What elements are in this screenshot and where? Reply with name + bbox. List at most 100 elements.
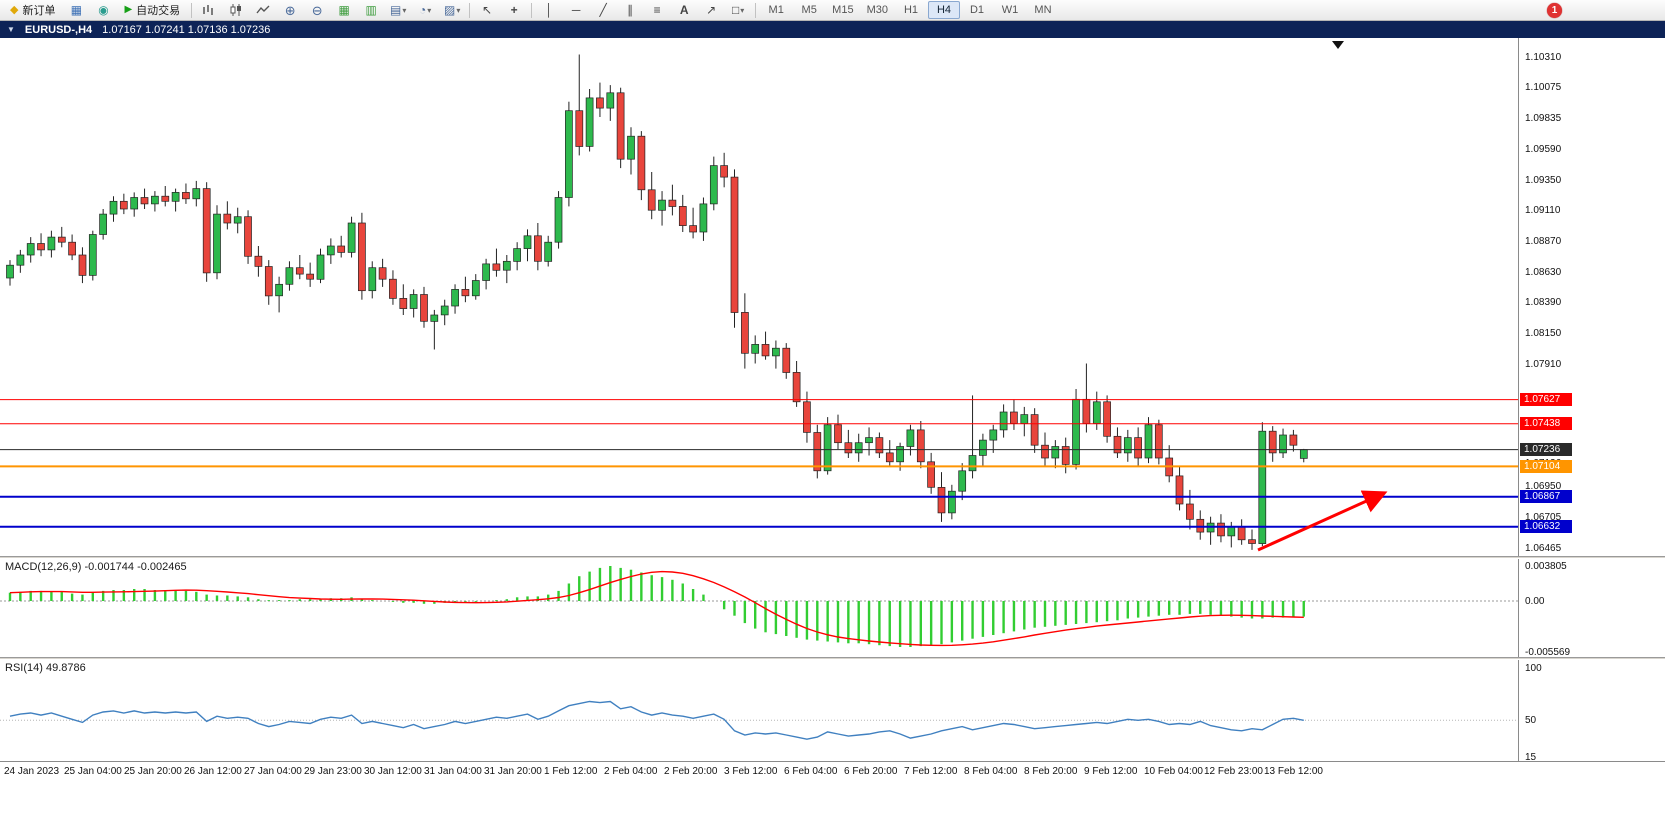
zoom-in-button[interactable]: ⊕	[277, 1, 303, 20]
candle-up	[285, 267, 294, 285]
candle-down	[244, 216, 252, 257]
time-axis-label: 7 Feb 12:00	[904, 766, 958, 777]
arrange-windows-icon: ▥	[365, 3, 377, 17]
candle-up	[88, 234, 97, 276]
price-tick: 1.09835	[1525, 112, 1562, 124]
candle-up	[440, 305, 449, 316]
timeframe-h1-button[interactable]: H1	[903, 4, 919, 16]
candle-up	[1279, 434, 1287, 454]
price-tick: 1.10075	[1525, 82, 1562, 93]
bar-chart-button[interactable]	[196, 1, 222, 20]
time-axis-label: 25 Jan 20:00	[124, 766, 182, 777]
candle-up	[1051, 446, 1060, 459]
text-tool-button[interactable]: A	[671, 1, 697, 20]
time-axis[interactable]: 24 Jan 2023 25 Jan 04:00 25 Jan 20:00 26 Ja…	[0, 761, 1665, 782]
candle-down	[916, 429, 925, 463]
toolbar-separator	[191, 2, 193, 18]
cursor-tool-button[interactable]: ↖	[474, 1, 500, 20]
timeframe-toolbar: M1 M5 M15 M30 H1 H4 D1 W1 MN	[760, 1, 1059, 19]
timeframe-d1-button[interactable]: D1	[969, 4, 985, 16]
candle-up	[906, 429, 915, 447]
timeframe-m15-button[interactable]: M15	[832, 4, 854, 16]
chart-window-button[interactable]: ▦	[63, 1, 89, 20]
dropdown-arrow-icon: ▾	[427, 5, 432, 15]
rsi-axis-label: 100	[1525, 663, 1542, 674]
timeframe-m1-button[interactable]: M1	[768, 4, 784, 16]
new-chart-button[interactable]: ▤ ▾	[385, 1, 411, 20]
time-axis-label: 2 Feb 04:00	[604, 766, 658, 777]
price-tick: 1.08390	[1525, 297, 1562, 309]
new-order-label: 新订单	[22, 5, 56, 17]
time-axis-label: 26 Jan 12:00	[184, 766, 242, 777]
toolbar-separator	[469, 2, 471, 18]
tile-windows-button[interactable]: ▦	[331, 1, 357, 20]
candle-down	[37, 243, 45, 251]
templates-button[interactable]: ▨ ▾	[439, 1, 465, 20]
bar-chart-icon	[203, 5, 213, 15]
macd-indicator-canvas[interactable]	[0, 559, 1518, 657]
timeframe-mn-button[interactable]: MN	[1034, 4, 1052, 16]
crosshair-tool-button[interactable]: +	[501, 1, 527, 20]
trendline-tool-button[interactable]: ╱	[590, 1, 616, 20]
candle-up	[1299, 449, 1308, 459]
rsi-indicator-canvas[interactable]	[0, 660, 1518, 761]
candle-up	[968, 455, 977, 472]
timeframe-m30-button[interactable]: M30	[866, 4, 888, 16]
arrows-tool-button[interactable]: ↗	[698, 1, 724, 20]
candle-down	[1289, 434, 1298, 446]
tile-windows-icon: ▦	[338, 3, 350, 17]
chart-window-icon: ▦	[70, 3, 83, 17]
template-icon: ▨	[443, 3, 456, 17]
vertical-line-tool-button[interactable]: │	[536, 1, 562, 20]
cursor-icon: ↖	[482, 3, 493, 17]
rsi-label: RSI(14) 49.8786	[5, 662, 86, 674]
price-level-label-1.06632: 1.06632	[1520, 520, 1572, 534]
candle-down	[420, 294, 428, 322]
candle-down	[1175, 475, 1184, 505]
new-order-button[interactable]: ◆ 新订单	[3, 1, 62, 20]
panel-splitter[interactable]	[0, 657, 1665, 660]
chart-shift-marker-icon[interactable]	[1332, 41, 1344, 49]
candle-down	[140, 197, 149, 205]
macd-axis-label: -0.005569	[1525, 647, 1571, 659]
arrow-annotation[interactable]	[1257, 490, 1388, 552]
price-tick: 1.06705	[1525, 512, 1562, 524]
timeframe-m5-button[interactable]: M5	[801, 4, 817, 16]
macd-name: MACD(12,26,9)	[5, 561, 82, 573]
community-button[interactable]: ◉	[90, 1, 116, 20]
candle-up	[854, 442, 863, 454]
main-toolbar: ◆ 新订单 ▦ ◉ ▶ 自动交易 ⊕ ⊖ ▦ ▥ ▤ ▾ ◔ ▾ ▨ ▾ ↖ + │ …	[0, 0, 1665, 21]
arrange-windows-button[interactable]: ▥	[358, 1, 384, 20]
candle-down	[637, 135, 646, 191]
line-chart-button[interactable]	[250, 1, 276, 20]
chart-menu-icon[interactable]: ▼	[7, 25, 15, 34]
price-axis[interactable]: 1.076271.074381.072361.071361.071041.068…	[1518, 38, 1665, 763]
candle-down	[119, 200, 128, 210]
panel-splitter[interactable]	[0, 556, 1665, 559]
timeframe-w1-button[interactable]: W1	[1001, 4, 1019, 16]
candlestick-chart-button[interactable]	[223, 1, 249, 20]
horizontal-line-tool-button[interactable]: ─	[563, 1, 589, 20]
fibonacci-tool-button[interactable]: ≡	[644, 1, 670, 20]
candle-up	[326, 245, 335, 256]
macd-signal-line	[9, 570, 1304, 647]
candle-down	[720, 165, 728, 178]
candle-up	[1123, 437, 1132, 454]
periods-button[interactable]: ◔ ▾	[412, 1, 438, 20]
candle-down	[782, 347, 791, 373]
notification-badge[interactable]: 1	[1547, 3, 1562, 18]
zoom-out-icon: ⊖	[311, 2, 323, 18]
candle-up	[213, 213, 221, 274]
candle-down	[68, 241, 76, 256]
time-axis-label: 29 Jan 23:00	[304, 766, 362, 777]
candle-up	[109, 200, 118, 215]
timeframe-h4-button[interactable]: H4	[927, 1, 960, 19]
trendline-icon: ╱	[599, 3, 607, 17]
candle-down	[1010, 411, 1018, 424]
autotrade-button[interactable]: ▶ 自动交易	[117, 1, 187, 20]
price-chart-canvas[interactable]	[0, 38, 1518, 556]
shapes-tool-button[interactable]: □ ▾	[725, 1, 751, 20]
time-axis-label: 2 Feb 20:00	[664, 766, 718, 777]
channel-tool-button[interactable]: ∥	[617, 1, 643, 20]
zoom-out-button[interactable]: ⊖	[304, 1, 330, 20]
